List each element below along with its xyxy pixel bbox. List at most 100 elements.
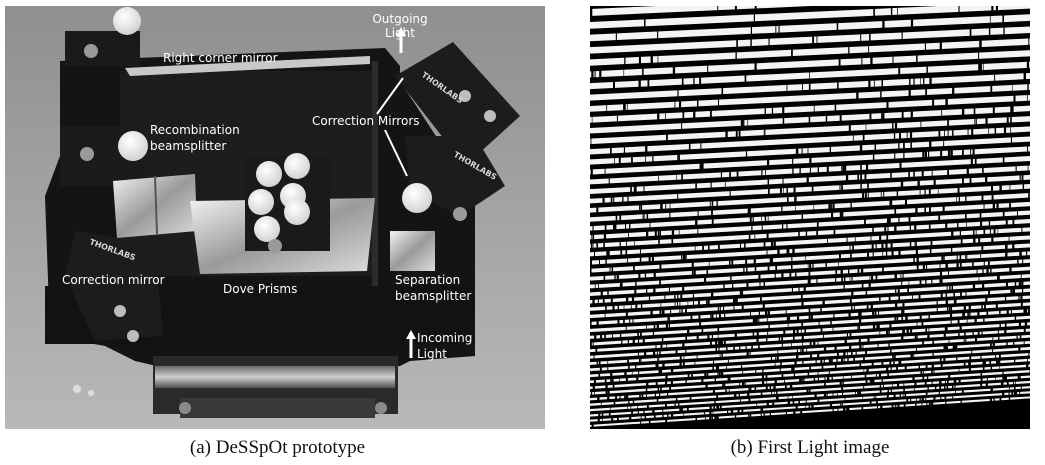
absorption-line <box>679 362 681 366</box>
absorption-line <box>697 100 699 107</box>
absorption-line <box>858 325 861 330</box>
absorption-line <box>861 283 864 288</box>
absorption-line <box>753 13 755 22</box>
absorption-line <box>888 343 890 347</box>
absorption-line <box>766 317 768 322</box>
absorption-line <box>667 316 670 321</box>
absorption-line <box>807 372 810 376</box>
absorption-line <box>887 218 889 224</box>
absorption-line <box>639 257 642 263</box>
absorption-line <box>997 228 999 234</box>
absorption-line <box>623 103 626 111</box>
absorption-line <box>914 335 917 340</box>
absorption-line <box>662 309 664 315</box>
absorption-line <box>792 168 794 175</box>
absorption-line <box>859 319 862 324</box>
absorption-line <box>954 379 957 384</box>
absorption-line <box>974 158 977 165</box>
prism-knob <box>254 216 280 242</box>
absorption-line <box>862 192 864 199</box>
absorption-line <box>905 316 908 321</box>
absorption-line <box>890 7 893 16</box>
absorption-line <box>729 260 731 266</box>
absorption-line <box>798 231 800 237</box>
absorption-line <box>995 354 997 359</box>
absorption-line <box>681 122 683 130</box>
absorption-line <box>808 405 811 409</box>
absorption-line <box>983 229 986 235</box>
absorption-line <box>765 374 768 379</box>
absorption-line <box>635 186 637 192</box>
absorption-line <box>850 202 852 208</box>
stage-screw-left <box>179 402 191 414</box>
absorption-line <box>784 379 785 383</box>
absorption-line <box>883 191 885 198</box>
absorption-line <box>677 89 679 97</box>
absorption-line <box>830 403 833 407</box>
correction-mirror-mount-upper <box>395 42 520 166</box>
pointer-line <box>384 129 408 177</box>
absorption-line <box>675 349 678 354</box>
absorption-line <box>945 98 948 106</box>
absorption-line <box>902 302 905 307</box>
absorption-line <box>669 203 671 209</box>
absorption-line <box>607 250 610 256</box>
absorption-line <box>964 312 966 317</box>
absorption-line <box>716 416 719 420</box>
absorption-line <box>646 393 647 398</box>
absorption-line <box>985 117 988 125</box>
absorption-line <box>747 119 749 127</box>
absorption-line <box>781 273 784 278</box>
absorption-line <box>810 315 813 320</box>
absorption-line <box>691 373 693 378</box>
absorption-line <box>741 364 743 369</box>
absorption-line <box>674 301 676 307</box>
absorption-line <box>591 70 594 78</box>
absorption-line <box>848 46 850 54</box>
absorption-line <box>775 25 777 34</box>
absorption-line <box>793 373 795 377</box>
absorption-line <box>947 130 949 137</box>
absorption-line <box>1013 381 1014 385</box>
svg-text:Recombination: Recombination <box>150 123 240 137</box>
absorption-line <box>898 142 900 149</box>
absorption-line <box>939 278 941 284</box>
absorption-line <box>849 276 851 282</box>
absorption-line <box>691 270 694 276</box>
absorption-line <box>756 403 758 407</box>
label-incoming-light: Incoming Light <box>417 331 472 361</box>
absorption-line <box>1014 281 1017 287</box>
absorption-line <box>610 372 613 377</box>
absorption-line <box>851 276 853 282</box>
absorption-line <box>985 176 988 183</box>
absorption-line <box>627 103 628 111</box>
absorption-line <box>840 403 842 407</box>
absorption-line <box>653 351 656 356</box>
absorption-line <box>614 274 616 280</box>
absorption-line <box>952 345 955 349</box>
absorption-line <box>808 83 811 91</box>
absorption-line <box>989 360 992 365</box>
absorption-line <box>915 207 918 214</box>
absorption-line <box>614 224 617 230</box>
absorption-line <box>674 101 676 108</box>
absorption-line <box>799 378 802 382</box>
absorption-line <box>929 248 932 254</box>
absorption-line <box>967 129 969 136</box>
absorption-line <box>796 348 798 353</box>
absorption-line <box>629 223 631 229</box>
absorption-line <box>682 111 685 119</box>
absorption-line <box>645 156 646 163</box>
absorption-line <box>882 251 884 257</box>
absorption-line <box>962 312 965 317</box>
absorption-line <box>660 344 663 349</box>
absorption-line <box>726 365 727 370</box>
absorption-line <box>966 254 968 260</box>
absorption-line <box>943 140 945 147</box>
absorption-line <box>716 200 718 207</box>
absorption-line <box>924 207 926 213</box>
absorption-line <box>704 372 707 377</box>
absorption-line <box>864 374 867 378</box>
absorption-line <box>983 361 986 365</box>
absorption-line <box>795 272 797 277</box>
